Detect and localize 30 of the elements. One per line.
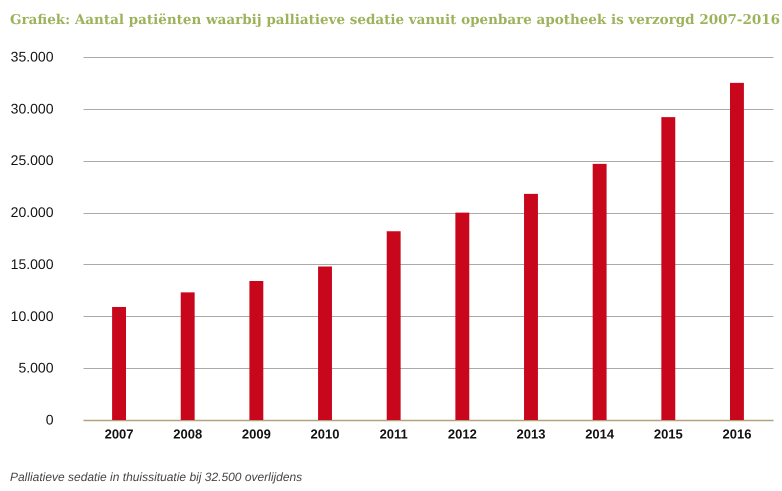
x-tick-label: 2012 [448, 426, 477, 442]
bar [592, 164, 607, 420]
bar [386, 231, 401, 420]
y-tick-label: 25.000 [10, 152, 54, 168]
x-tick-label: 2013 [516, 426, 546, 442]
bar [318, 266, 332, 420]
text: Palliatieve sedatie in thuissituatie bij 32.500 overlijdens [10, 470, 302, 484]
bar [661, 117, 676, 420]
bar [112, 306, 126, 420]
x-tick-label: 2008 [173, 426, 202, 442]
x-tick-label: 2011 [380, 426, 408, 442]
chart-title: Grafiek: Aantal patiënten waarbij palliatieve sedatie vanuit openbare apotheek is verzorgd 2007-2016 [10, 12, 780, 28]
bar [455, 212, 470, 420]
x-tick-label: 2014 [585, 426, 615, 442]
y-tick-label: 30.000 [10, 100, 54, 116]
y-tick-label: 35.000 [10, 48, 54, 64]
bar [524, 194, 538, 420]
y-tick-label: 5.000 [18, 360, 54, 376]
x-tick-label: 2016 [722, 426, 752, 442]
bar [730, 82, 744, 420]
y-tick-label: 20.000 [10, 204, 54, 220]
x-tick-label: 2010 [310, 426, 340, 442]
y-tick-label: 0 [46, 412, 54, 428]
x-tick-label: 2015 [654, 426, 683, 442]
y-tick-label: 15.000 [10, 256, 54, 272]
bar [180, 292, 195, 420]
bar [249, 281, 264, 420]
y-tick-label: 10.000 [10, 308, 54, 324]
x-tick-label: 2007 [104, 426, 134, 442]
x-tick-label: 2009 [242, 426, 271, 442]
